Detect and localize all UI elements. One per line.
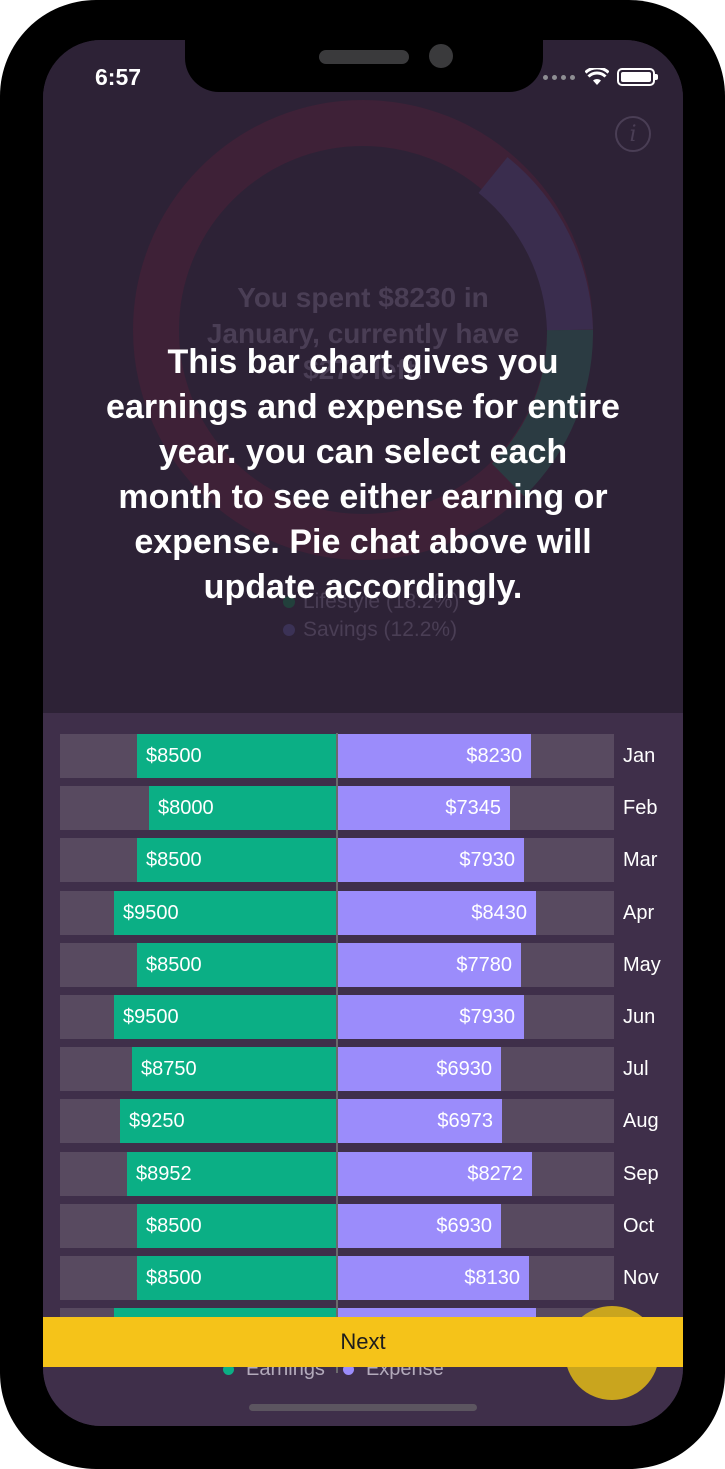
- expense-bar[interactable]: $6930: [338, 1047, 501, 1091]
- month-label: Oct: [623, 1214, 655, 1237]
- month-label: Apr: [623, 901, 655, 924]
- bar-chart-section: $8500 $8230 Jan $8000 $7345 Feb $8500 $7930 Mar $…: [43, 713, 683, 1426]
- earnings-bar[interactable]: $8952: [127, 1152, 337, 1196]
- expense-bar[interactable]: $6973: [338, 1099, 502, 1143]
- month-label: Jun: [623, 1005, 656, 1028]
- expense-bar[interactable]: $8272: [338, 1152, 532, 1196]
- battery-icon: [617, 68, 658, 86]
- expense-bar[interactable]: $8130: [338, 1256, 529, 1300]
- earnings-bar[interactable]: $9250: [120, 1099, 337, 1143]
- center-axis-line: [336, 733, 338, 1373]
- month-label: Jan: [623, 744, 656, 767]
- legend-item: Lifestyle (18.2%): [283, 588, 459, 616]
- expense-bar[interactable]: $8430: [338, 891, 536, 935]
- pie-chart[interactable]: [133, 100, 593, 560]
- signal-icon: [543, 74, 575, 80]
- home-indicator: [249, 1404, 477, 1411]
- earnings-bar[interactable]: $9500: [114, 891, 337, 935]
- legend-dot: [283, 624, 295, 636]
- expense-bar[interactable]: $8230: [338, 734, 531, 778]
- tutorial-message: This bar chart gives you earnings and ex…: [106, 343, 620, 606]
- expense-bar[interactable]: $7930: [338, 995, 524, 1039]
- earnings-bar[interactable]: $8500: [137, 1256, 337, 1300]
- month-label: Mar: [623, 848, 658, 871]
- front-camera: [429, 44, 453, 68]
- earnings-bar[interactable]: $8750: [132, 1047, 337, 1091]
- expense-bar[interactable]: $6930: [338, 1204, 501, 1248]
- month-label: Nov: [623, 1266, 659, 1289]
- pie-summary-text: You spent $8230 in January, currently ha…: [206, 282, 520, 385]
- earnings-bar[interactable]: $8500: [137, 734, 337, 778]
- expense-bar[interactable]: $7930: [338, 838, 524, 882]
- legend-label: Lifestyle (18.2%): [303, 590, 460, 613]
- month-label: Sep: [623, 1162, 659, 1185]
- legend-label: Savings (12.2%): [303, 618, 458, 641]
- status-icons: [543, 68, 658, 86]
- month-label: Feb: [623, 796, 658, 819]
- earnings-bar[interactable]: $8500: [137, 1204, 337, 1248]
- app-screen: 6:57 i You spent $8230 in January, curre…: [43, 40, 683, 1426]
- status-time: 6:57: [95, 64, 142, 90]
- earnings-bar[interactable]: $9500: [114, 995, 337, 1039]
- month-label: Aug: [623, 1109, 659, 1132]
- expense-bar[interactable]: $7780: [338, 943, 521, 987]
- wifi-icon: [585, 68, 609, 85]
- legend-dot: [283, 596, 295, 608]
- next-button[interactable]: Next: [43, 1317, 683, 1367]
- earnings-bar[interactable]: $8500: [137, 943, 337, 987]
- info-icon[interactable]: i: [615, 116, 651, 152]
- legend-dot: [223, 1364, 234, 1375]
- month-label: May: [623, 953, 661, 976]
- pie-chart-section: i You spent $8230 in January, currently …: [43, 40, 683, 713]
- pie-legend: Lifestyle (18.2%) Savings (12.2%): [283, 588, 459, 644]
- speaker: [319, 50, 409, 64]
- month-label: Jul: [623, 1057, 649, 1080]
- expense-bar[interactable]: $7345: [338, 786, 510, 830]
- legend-item: Savings (12.2%): [283, 616, 459, 644]
- earnings-bar[interactable]: $8500: [137, 838, 337, 882]
- device-notch: [185, 40, 543, 92]
- legend-dot: [342, 1364, 354, 1375]
- earnings-bar[interactable]: $8000: [149, 786, 337, 830]
